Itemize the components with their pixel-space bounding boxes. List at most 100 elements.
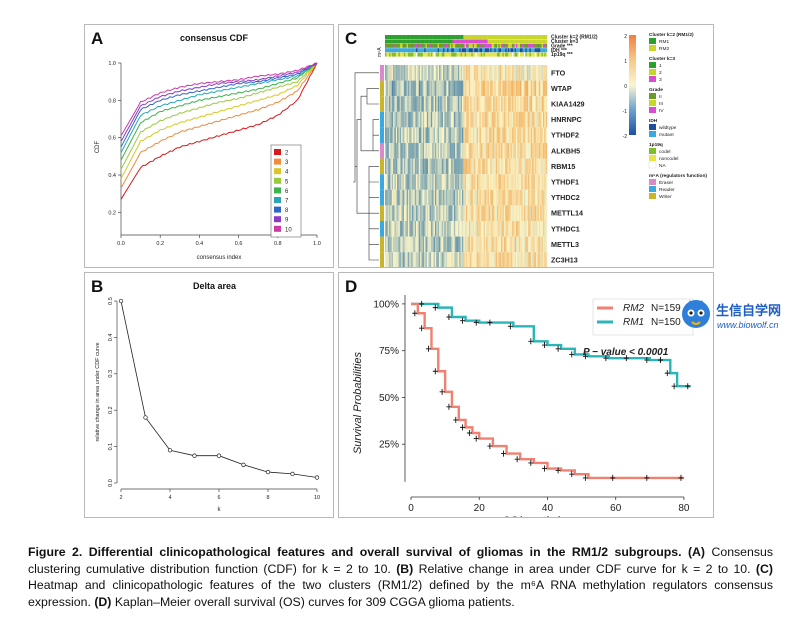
delta-point <box>118 298 124 304</box>
legend-group-title: 1p19q <box>649 142 663 148</box>
gene-label: HNRNPC <box>551 115 582 124</box>
regulator-role-cell <box>380 80 384 97</box>
heatmap-row <box>385 158 548 175</box>
caption-d-text: Kaplan–Meier overall survival (OS) curve… <box>114 594 515 609</box>
gene-label: ZC3H13 <box>551 256 578 265</box>
gene-label: WTAP <box>551 84 572 93</box>
annotation-track <box>385 35 548 39</box>
caption-title: Figure 2. Differential clinicopathologic… <box>28 545 682 559</box>
censor-mark <box>528 459 534 466</box>
cdf-line-k7 <box>120 62 318 153</box>
color-scale-label: 1 <box>624 59 627 65</box>
y-axis-label: CDF <box>95 141 101 154</box>
censor-mark <box>528 338 534 345</box>
censor-mark <box>487 443 493 450</box>
legend-swatch <box>274 206 281 213</box>
color-scale-label: -2 <box>623 134 628 140</box>
regulator-role-cell <box>380 111 384 128</box>
legend-item-label: mutant <box>659 132 674 138</box>
x-tick-label: 8 <box>266 495 269 501</box>
censor-mark <box>419 300 425 307</box>
km-legend-box <box>592 298 694 336</box>
cdf-line-k4 <box>120 62 318 179</box>
legend-item-label: Reader <box>659 187 675 193</box>
legend-label: 6 <box>285 189 289 195</box>
legend-swatch <box>274 168 281 175</box>
legend-swatch <box>274 216 281 223</box>
caption-d-label: (D) <box>94 594 112 609</box>
x-tick-label: 0 <box>408 503 414 514</box>
delta-point <box>216 453 222 458</box>
gene-label: YTHDC1 <box>551 224 580 233</box>
legend-item-label: wildtype <box>659 125 677 131</box>
panel-a: A consensus CDF 0.2 0.4 0.6 0.8 1.0 0.0 0.2 0.4… <box>84 24 334 268</box>
x-axis-label: consensus index <box>197 255 242 261</box>
legend-swatch <box>649 131 656 137</box>
color-scale-bar <box>629 35 636 135</box>
legend-swatch <box>649 155 656 161</box>
censor-mark <box>514 456 520 463</box>
regulator-role-cell <box>380 205 384 221</box>
cdf-line-k2 <box>120 62 318 200</box>
y-tick-label: 25% <box>379 440 399 451</box>
legend-group-title: IDH <box>649 118 658 124</box>
heatmap-row <box>385 221 548 237</box>
legend-item-label: III <box>659 101 663 107</box>
annotation-track <box>385 43 548 48</box>
legend-label: 9 <box>285 218 289 224</box>
censor-mark <box>569 471 575 478</box>
y-tick-label: 0.8 <box>108 98 116 104</box>
y-axis-label: relative change in area under CDF curve <box>95 342 101 441</box>
gene-label: YTHDF2 <box>551 131 579 140</box>
legend-group-title: Grade <box>649 87 663 93</box>
censor-mark <box>685 383 691 390</box>
censor-mark <box>664 370 670 377</box>
censor-mark <box>603 355 609 362</box>
gene-label: YTHDF1 <box>551 178 579 187</box>
caption-c-label: (C) <box>755 561 773 576</box>
km-chart: 100% 75% 50% 25% 0 20 40 60 80 OS(months) Survival… <box>352 295 694 517</box>
y-axis-label: Survival Probabilities <box>352 351 364 454</box>
censor-mark <box>439 388 445 395</box>
track-label: Grade *** <box>551 43 573 49</box>
km-legend-name: RM2 <box>623 303 645 314</box>
regulator-role-cell <box>380 127 384 143</box>
heatmap-row <box>385 65 548 81</box>
legend-item-label: Writer <box>659 194 672 200</box>
panel-b-label: B <box>91 277 104 296</box>
legend-swatch <box>274 177 281 184</box>
cdf-line-k10 <box>120 62 318 137</box>
panel-b-title: Delta area <box>193 281 237 291</box>
watermark-logo: 生信自学网 www.biowolf.cn <box>682 300 781 330</box>
heatmap-row <box>385 189 548 206</box>
legend-swatch <box>649 148 656 154</box>
censor-mark <box>582 474 588 481</box>
km-legend-n: N=159 <box>651 303 681 314</box>
y-tick-label: 0.4 <box>108 173 116 179</box>
gene-label: KIAA1429 <box>551 100 585 109</box>
legend-swatch <box>648 161 657 169</box>
censor-mark <box>446 313 452 320</box>
gene-label: RBM15 <box>551 162 575 171</box>
legend-item-label: 1 <box>659 63 662 69</box>
x-tick-label: 0.4 <box>196 241 204 247</box>
panel-d-label: D <box>345 277 358 296</box>
caption-a-text: Consensus clustering cumulative distribu… <box>28 545 773 576</box>
watermark-url: www.biowolf.cn <box>717 320 779 330</box>
regulator-role-cell <box>380 158 384 175</box>
m6a-axis-label: m⁶A <box>377 47 383 57</box>
km-legend-name: RM1 <box>623 317 644 328</box>
censor-mark <box>644 357 650 364</box>
panel-a-title: consensus CDF <box>180 33 249 43</box>
legend-swatch <box>649 45 656 51</box>
y-tick-label: 0.3 <box>108 370 114 378</box>
censor-mark <box>671 383 677 390</box>
legend-label: 7 <box>285 199 289 205</box>
legend-item-label: RM2 <box>659 46 669 52</box>
gene-label: YTHDC2 <box>551 193 580 202</box>
km-curve-rm1 <box>411 302 691 388</box>
censor-mark <box>541 465 547 472</box>
annotation-track <box>385 48 548 53</box>
x-tick-label: 10 <box>314 495 320 501</box>
